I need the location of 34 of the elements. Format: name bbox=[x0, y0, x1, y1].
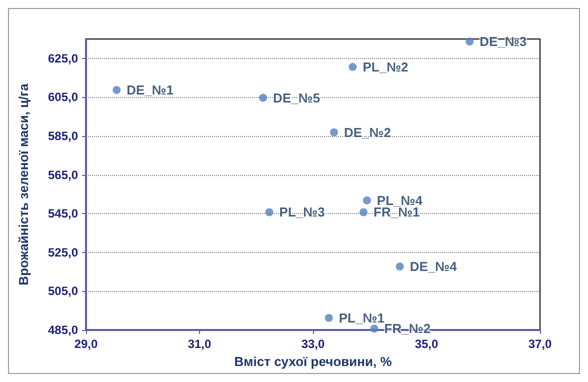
point bbox=[362, 196, 371, 204]
point bbox=[370, 324, 378, 333]
y-axis-title: Врожайність зеленої маси, ц/га bbox=[16, 82, 31, 286]
point bbox=[324, 314, 333, 322]
series-label: DE_№2 bbox=[344, 124, 392, 140]
point bbox=[265, 208, 274, 216]
point bbox=[112, 86, 121, 94]
point bbox=[466, 38, 474, 46]
x-tick-label: 33,0 bbox=[301, 337, 325, 351]
x-axis-title: Вміст сухої речовини, % bbox=[234, 354, 392, 369]
series-label: PL_№4 bbox=[376, 192, 424, 208]
series-label: PL_№3 bbox=[279, 204, 325, 220]
series-label: PL_№2 bbox=[362, 59, 408, 74]
point bbox=[360, 208, 368, 216]
y-tick-label: 525,0 bbox=[48, 245, 78, 260]
x-tick-label: 29,0 bbox=[74, 337, 98, 351]
point bbox=[348, 62, 357, 71]
y-tick-label: 485,0 bbox=[48, 323, 78, 337]
series-label: PL_№1 bbox=[338, 310, 384, 326]
series-label: DE_№4 bbox=[410, 259, 458, 274]
y-tick-label: 505,0 bbox=[48, 284, 78, 298]
series-label: DE_№5 bbox=[273, 90, 320, 106]
y-tick-label: 585,0 bbox=[48, 129, 78, 143]
x-tick-label: 31,0 bbox=[188, 337, 212, 351]
y-tick-label: 565,0 bbox=[48, 168, 78, 182]
y-tick-label: 625,0 bbox=[48, 51, 78, 66]
y-tick-label: 545,0 bbox=[48, 206, 78, 221]
point bbox=[259, 94, 268, 102]
point bbox=[396, 262, 404, 271]
point bbox=[330, 128, 338, 136]
y-tick-label: 605,0 bbox=[48, 90, 78, 104]
x-tick-label: 35,0 bbox=[414, 337, 438, 351]
x-tick-label: 37,0 bbox=[528, 337, 552, 351]
series-label: DE_№1 bbox=[126, 82, 174, 98]
